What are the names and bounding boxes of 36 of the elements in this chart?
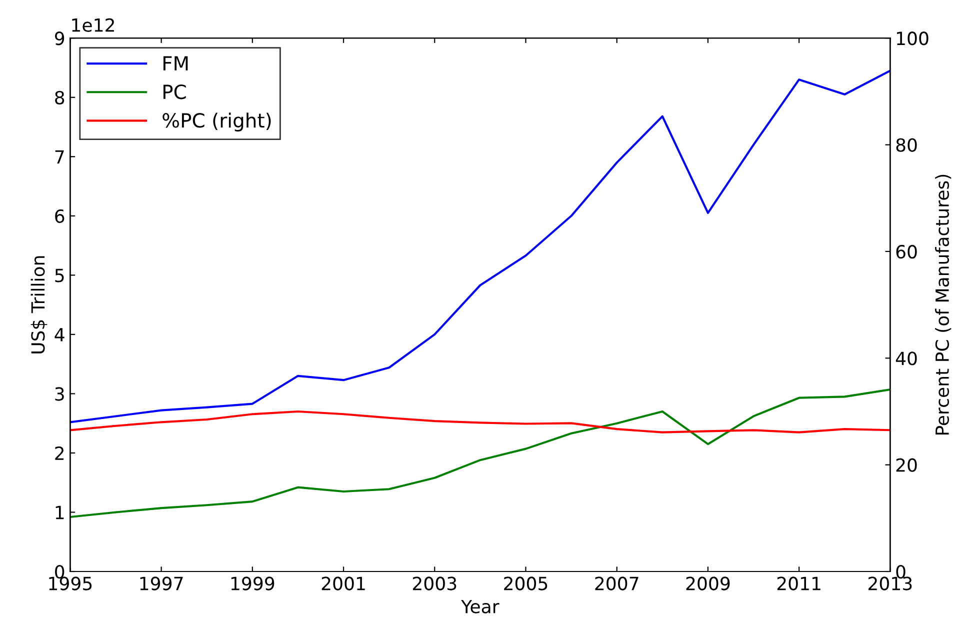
x-tick-label: 2011 xyxy=(777,576,820,590)
y-tick-label: 9 xyxy=(54,32,64,46)
y-tick-label: 1 xyxy=(56,506,64,520)
line-series xyxy=(70,388,890,518)
legend-label: PC xyxy=(163,84,186,100)
y-tick-label: 3 xyxy=(55,387,64,401)
x-tick-label: 1997 xyxy=(140,576,183,590)
x-tick-label: 1999 xyxy=(231,576,274,590)
y-tick-label: 7 xyxy=(55,150,64,164)
y2-tick-label: 20 xyxy=(896,458,917,472)
y2-tick-label: 0 xyxy=(896,564,906,579)
y2-tick-label: 100 xyxy=(897,32,928,46)
x-tick-label: 2001 xyxy=(322,576,365,590)
text: 1e12 xyxy=(72,18,114,32)
y2-axis-title: Percent PC (of Manufactures) xyxy=(935,174,952,435)
y-tick-label: 2 xyxy=(55,446,64,460)
y-tick-label: 4 xyxy=(54,328,64,342)
y-tick-label: 0 xyxy=(55,564,64,579)
line-series xyxy=(70,410,890,434)
y-tick-label: 5 xyxy=(55,268,64,282)
line-series xyxy=(70,70,890,424)
x-tick-label: 2003 xyxy=(412,576,456,590)
x-tick-label: 2005 xyxy=(504,576,548,590)
y2-tick-label: 40 xyxy=(896,352,917,366)
legend-label: %PC (right) xyxy=(162,112,271,132)
y2-tick-label: 60 xyxy=(896,244,917,259)
x-tick-label: 1995 xyxy=(49,576,92,590)
x-tick-label: 2007 xyxy=(595,576,638,590)
y-tick-label: 8 xyxy=(55,90,64,104)
y-axis-title: US$ Trillion xyxy=(30,256,48,354)
legend-label: FM xyxy=(163,56,188,70)
y2-tick-label: 80 xyxy=(896,138,917,152)
x-tick-label: 2009 xyxy=(686,576,730,590)
y-tick-label: 6 xyxy=(55,209,64,224)
x-tick-label: 2013 xyxy=(868,576,912,590)
x-axis-title: Year xyxy=(461,600,500,614)
